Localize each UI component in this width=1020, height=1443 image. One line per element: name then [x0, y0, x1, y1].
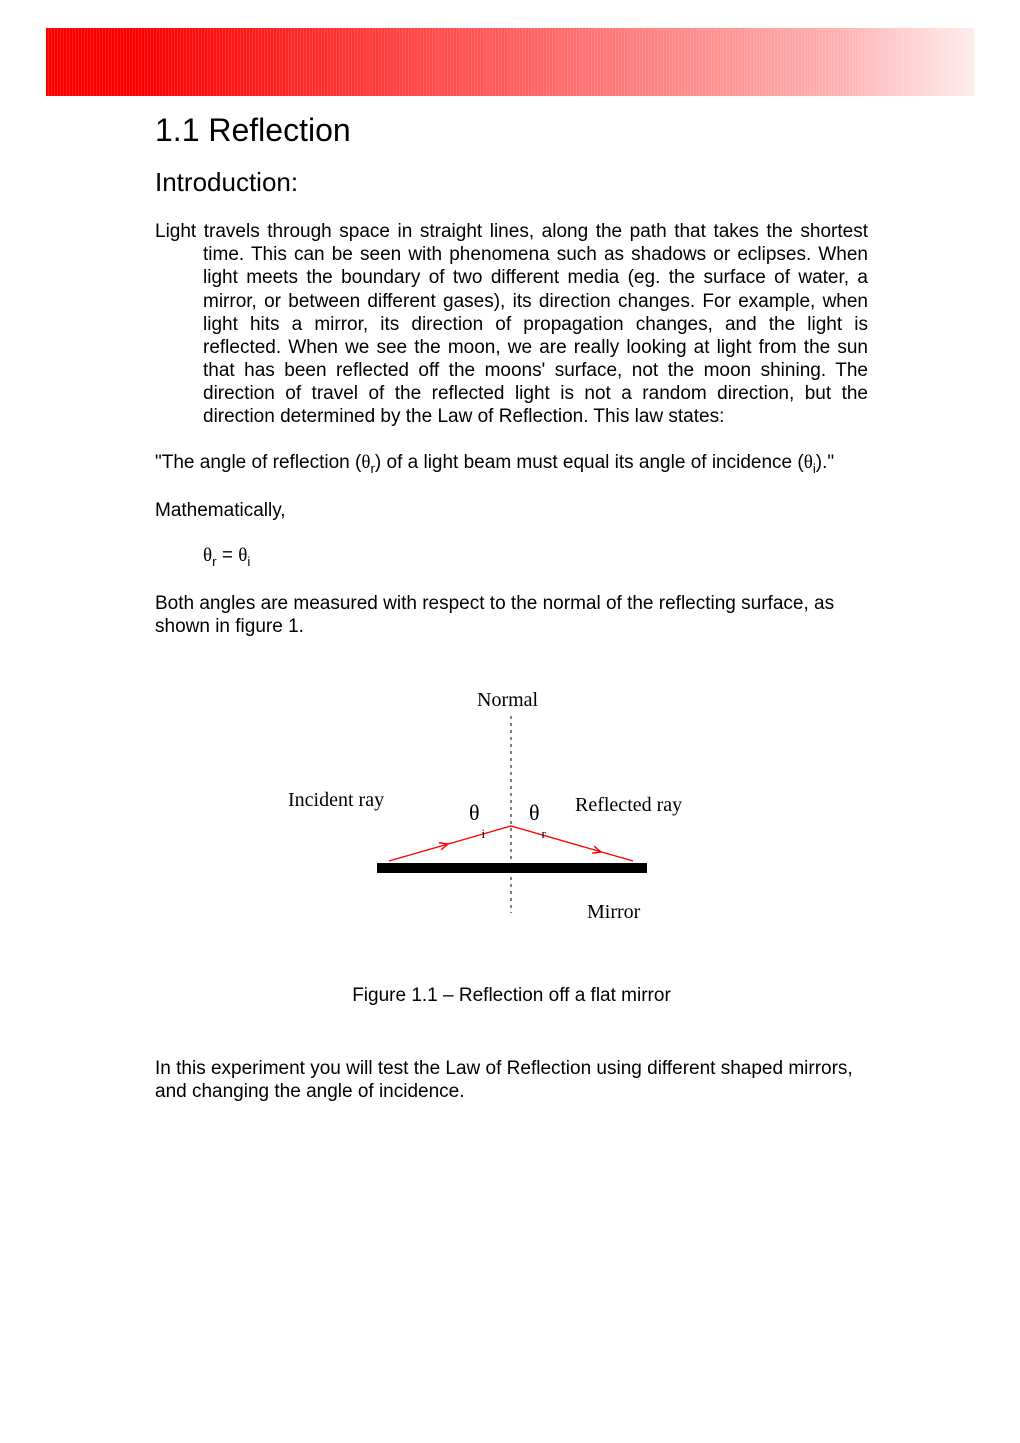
svg-text:Normal: Normal [477, 689, 539, 711]
svg-text:Incident ray: Incident ray [288, 789, 384, 811]
equation: θr = θi [155, 544, 868, 570]
experiment-paragraph: In this experiment you will test the Law… [155, 1057, 868, 1103]
section-subtitle: Introduction: [155, 167, 868, 198]
law-text-post: )." [816, 452, 834, 473]
header-gradient-band [46, 28, 974, 96]
svg-text:Reflected ray: Reflected ray [575, 794, 682, 816]
content-area: 1.1 Reflection Introduction: Light trave… [155, 112, 868, 1126]
law-text-pre: "The angle of reflection ( [155, 452, 361, 473]
svg-text:Mirror: Mirror [587, 901, 641, 923]
eq-rhs-sub: i [247, 554, 250, 569]
eq-rhs-sym: θ [238, 545, 247, 566]
figure-caption: Figure 1.1 – Reflection off a flat mirro… [155, 984, 868, 1007]
law-statement: "The angle of reflection (θr) of a light… [155, 451, 868, 477]
figure-reflection-diagram: Normal Incident ray Reflected ray Mirror θi θ… [155, 678, 868, 938]
eq-lhs-sym: θ [203, 545, 212, 566]
eq-equals: = [217, 545, 239, 566]
page-title: 1.1 Reflection [155, 112, 868, 149]
intro-paragraph: Light travels through space in straight … [155, 220, 868, 429]
both-angles-paragraph: Both angles are measured with respect to… [155, 592, 868, 638]
svg-text:θr: θr [529, 800, 547, 841]
page: 1.1 Reflection Introduction: Light trave… [0, 0, 1020, 1443]
reflection-svg: Normal Incident ray Reflected ray Mirror θi θ… [155, 678, 868, 938]
theta-i-symbol: θ [804, 452, 813, 473]
mathematically-label: Mathematically, [155, 499, 868, 522]
svg-text:θi: θi [469, 800, 486, 841]
law-text-mid: ) of a light beam must equal its angle o… [375, 452, 804, 473]
